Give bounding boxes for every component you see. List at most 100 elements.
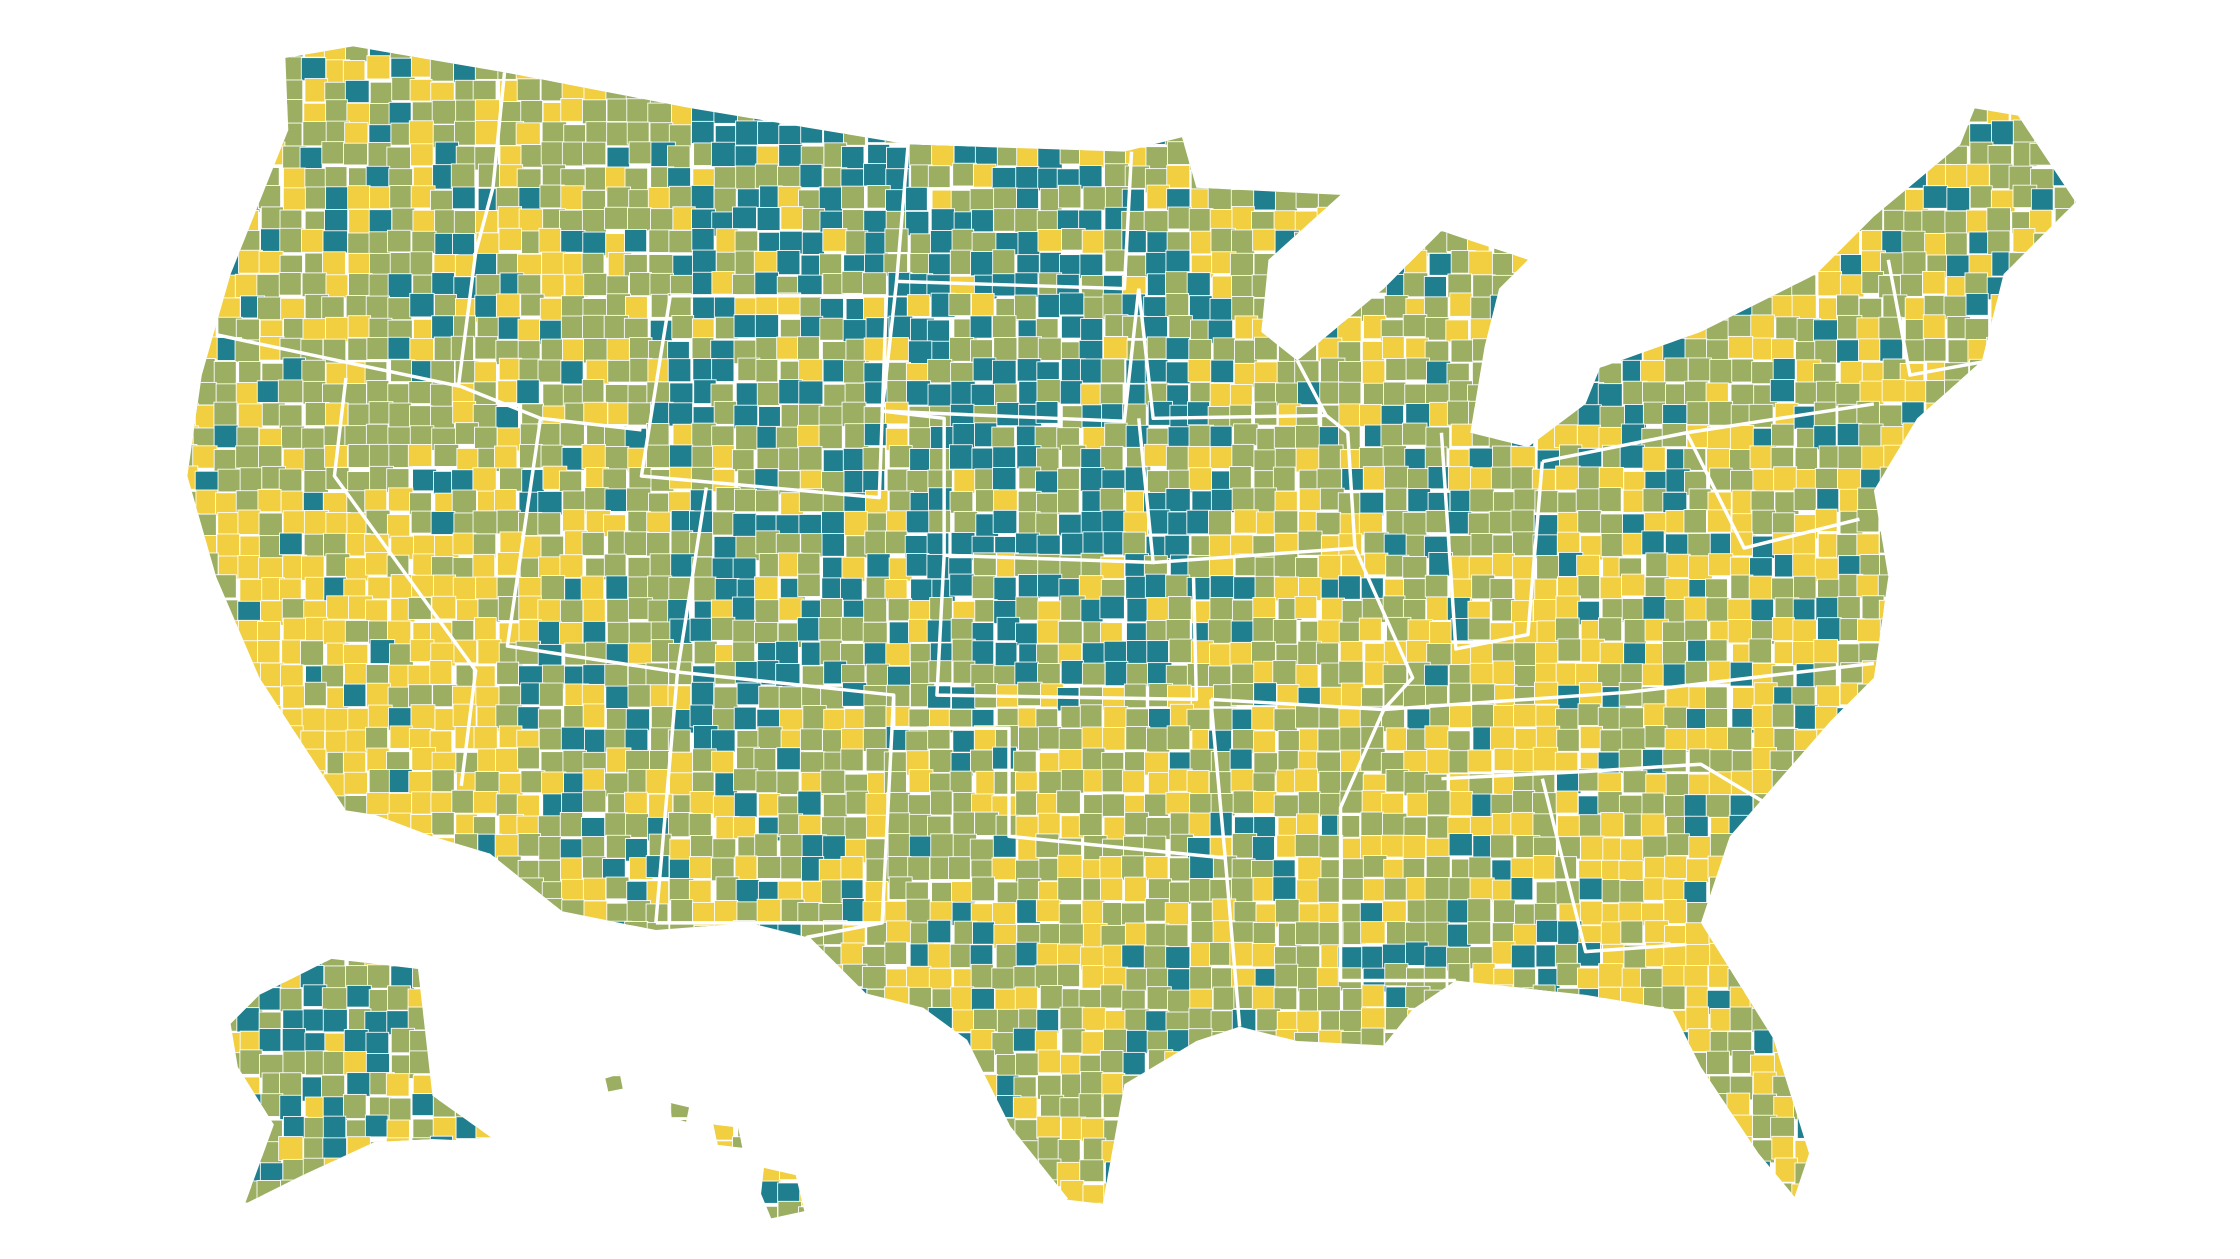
county bbox=[1840, 1204, 1864, 1219]
county bbox=[1942, 58, 1967, 82]
county bbox=[1881, 1008, 1906, 1032]
county bbox=[450, 941, 476, 965]
county bbox=[280, 99, 304, 124]
county bbox=[1340, 1031, 1364, 1056]
county bbox=[1424, 187, 1450, 213]
county bbox=[1553, 294, 1578, 319]
county bbox=[2012, 228, 2036, 253]
county bbox=[1861, 229, 1885, 254]
county bbox=[1296, 879, 1322, 904]
county bbox=[1253, 1136, 1277, 1160]
county bbox=[605, 876, 630, 900]
county bbox=[1169, 76, 1195, 102]
county bbox=[217, 1032, 241, 1056]
county bbox=[1274, 898, 1300, 923]
county bbox=[279, 532, 303, 556]
county bbox=[2077, 427, 2101, 449]
county bbox=[883, 1203, 908, 1219]
county bbox=[366, 55, 391, 80]
county bbox=[1900, 511, 1927, 534]
county bbox=[1208, 1054, 1234, 1079]
county bbox=[1748, 1183, 1774, 1208]
county bbox=[1121, 855, 1145, 881]
county bbox=[1879, 530, 1903, 554]
county bbox=[257, 771, 283, 795]
county bbox=[1969, 769, 1992, 793]
county bbox=[561, 295, 585, 319]
county bbox=[780, 79, 804, 103]
county bbox=[1946, 574, 1970, 601]
county bbox=[1382, 812, 1408, 838]
county bbox=[1685, 985, 1709, 1009]
county bbox=[1944, 46, 1969, 61]
county bbox=[1317, 142, 1341, 168]
county bbox=[258, 445, 283, 469]
county bbox=[558, 1206, 583, 1219]
county bbox=[1385, 46, 1410, 59]
county bbox=[1470, 533, 1494, 557]
county bbox=[1662, 145, 1689, 171]
county bbox=[2053, 489, 2076, 514]
county bbox=[1836, 339, 1861, 364]
county bbox=[1990, 963, 2015, 988]
county bbox=[1361, 81, 1386, 106]
county bbox=[1212, 1093, 1237, 1118]
county bbox=[972, 1114, 997, 1140]
county bbox=[368, 1160, 393, 1186]
county bbox=[1837, 1095, 1861, 1119]
county bbox=[217, 468, 241, 493]
county bbox=[582, 768, 605, 792]
county bbox=[1165, 293, 1190, 318]
county bbox=[909, 1205, 933, 1219]
county bbox=[322, 619, 348, 645]
county bbox=[217, 790, 241, 814]
county bbox=[2010, 748, 2035, 772]
county bbox=[1360, 1027, 1385, 1053]
county bbox=[1143, 55, 1167, 80]
county bbox=[1858, 338, 1882, 361]
county bbox=[494, 942, 520, 968]
county bbox=[779, 1157, 804, 1181]
county bbox=[257, 1205, 281, 1219]
county bbox=[689, 856, 712, 879]
county bbox=[1990, 294, 2016, 319]
county bbox=[1143, 1072, 1167, 1097]
county bbox=[347, 444, 371, 468]
county bbox=[1622, 1027, 1647, 1053]
county bbox=[736, 682, 762, 706]
county bbox=[195, 78, 221, 104]
county bbox=[494, 834, 520, 859]
county bbox=[1274, 490, 1298, 514]
county bbox=[237, 509, 261, 535]
county bbox=[1533, 401, 1559, 425]
county bbox=[1642, 1119, 1667, 1143]
county bbox=[1448, 121, 1473, 147]
county bbox=[909, 59, 934, 83]
county bbox=[2033, 726, 2057, 752]
county bbox=[280, 1179, 305, 1203]
county bbox=[1795, 59, 1820, 86]
county bbox=[1255, 46, 1281, 60]
county bbox=[1039, 1202, 1063, 1219]
county bbox=[385, 1137, 410, 1162]
county bbox=[279, 227, 305, 254]
county bbox=[497, 206, 523, 230]
county bbox=[213, 684, 237, 709]
county bbox=[385, 925, 411, 949]
county bbox=[365, 165, 391, 189]
county bbox=[1925, 900, 1951, 924]
county bbox=[1146, 597, 1171, 622]
county bbox=[604, 812, 628, 837]
county bbox=[1899, 638, 1923, 662]
county bbox=[477, 1161, 501, 1186]
county bbox=[282, 448, 307, 472]
county bbox=[1796, 1206, 1822, 1219]
county bbox=[1774, 1157, 1798, 1183]
county bbox=[2032, 985, 2058, 1011]
county bbox=[2033, 232, 2057, 257]
county bbox=[1253, 1202, 1277, 1219]
county bbox=[973, 1181, 999, 1207]
county bbox=[926, 1201, 952, 1219]
county bbox=[1665, 1031, 1691, 1054]
county bbox=[1642, 46, 1667, 58]
